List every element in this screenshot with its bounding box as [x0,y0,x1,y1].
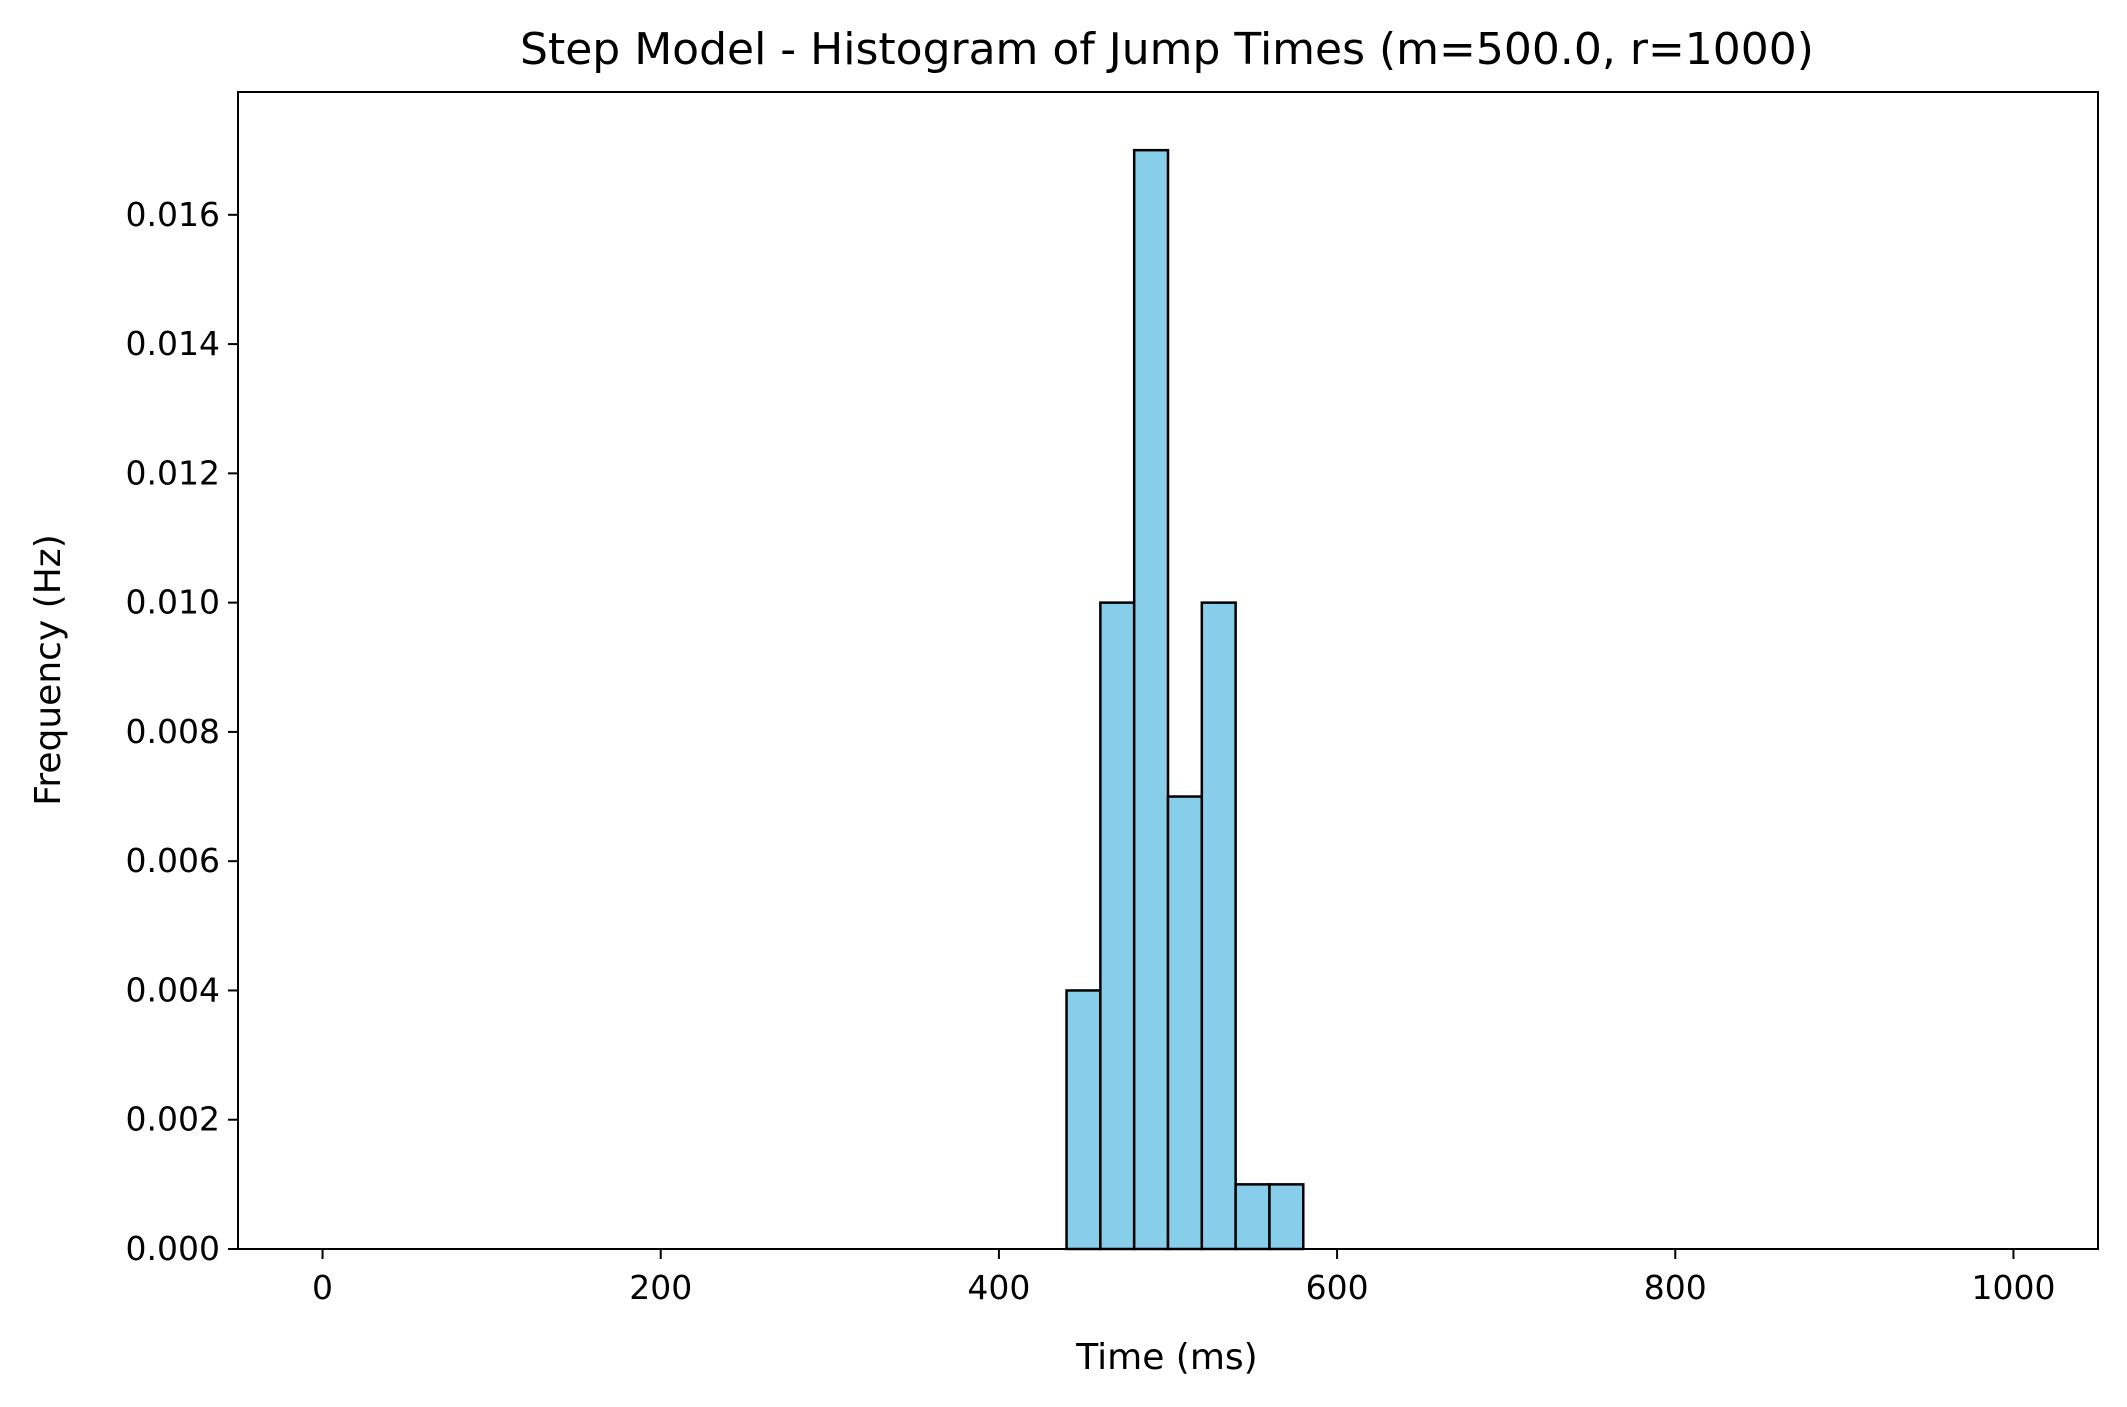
x-tick-label: 1000 [1971,1268,2055,1307]
y-tick-label: 0.012 [126,453,220,492]
histogram-bar [1200,601,1237,1251]
x-axis-label: Time (ms) [1075,1337,1257,1378]
y-axis-ticks: 0.000 0.002 0.004 0.006 0.008 0.010 0.012 0.014… [126,195,238,1268]
x-tick-label: 600 [1306,1268,1369,1307]
y-tick-label: 0.006 [126,841,220,880]
x-axis-ticks: 0 200 400 600 800 1000 [312,1249,2055,1307]
chart-title: Step Model - Histogram of Jump Times (m=… [520,24,1814,75]
y-tick-label: 0.014 [126,324,220,363]
y-axis-label: Frequency (Hz) [28,534,69,805]
histogram-bars [1065,148,1305,1251]
y-tick-label: 0.004 [126,970,220,1009]
histogram-bar [1099,601,1136,1251]
histogram-bar [1234,1183,1271,1251]
y-tick-label: 0.010 [126,583,220,622]
x-tick-label: 200 [629,1268,692,1307]
plot-frame [237,91,2099,1250]
x-tick-label: 400 [967,1268,1030,1307]
histogram-bar [1065,989,1102,1251]
histogram-bar [1268,1183,1305,1251]
x-tick-label: 0 [312,1268,333,1307]
x-tick-label: 800 [1644,1268,1707,1307]
y-tick-label: 0.002 [126,1100,220,1139]
y-tick-label: 0.016 [126,195,220,234]
histogram-bar [1132,148,1170,1251]
histogram-bar [1166,795,1204,1251]
y-tick-label: 0.000 [126,1229,220,1268]
y-tick-label: 0.008 [126,712,220,751]
